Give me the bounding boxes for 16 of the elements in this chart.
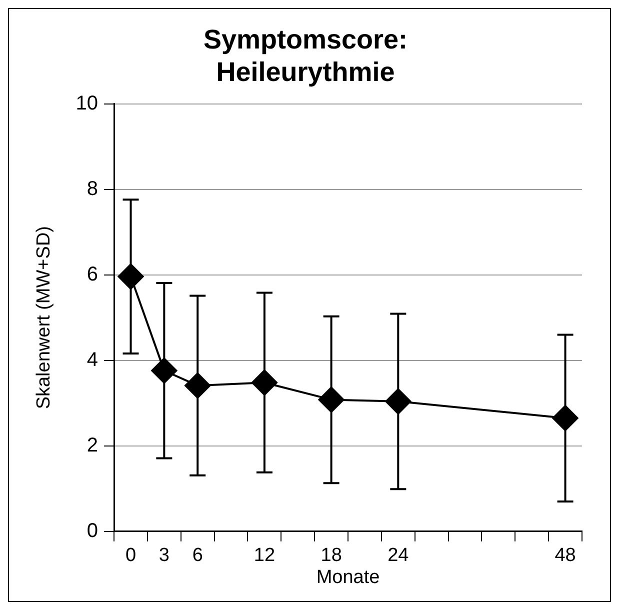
x-tick-label: 48 xyxy=(554,545,576,566)
y-tick-label: 6 xyxy=(86,263,98,286)
x-tick-label: 6 xyxy=(192,545,203,566)
x-tick-label: 0 xyxy=(125,545,136,566)
y-tick-label: 8 xyxy=(86,178,98,200)
y-tick-label: 10 xyxy=(76,92,98,114)
x-tick-label: 18 xyxy=(320,545,342,566)
y-tick-label: 2 xyxy=(86,434,98,456)
x-tick-label: 24 xyxy=(388,545,410,566)
x-axis-title: Monate xyxy=(316,566,380,588)
y-tick-label: 0 xyxy=(86,520,98,542)
y-tick-label: 4 xyxy=(86,348,98,371)
x-tick-label: 3 xyxy=(158,545,170,566)
chart-title: Symptomscore: Heileurythmie xyxy=(203,24,408,88)
x-tick-label: 12 xyxy=(254,545,276,566)
y-axis-title: Skalenwert (MW+SD) xyxy=(34,226,55,410)
